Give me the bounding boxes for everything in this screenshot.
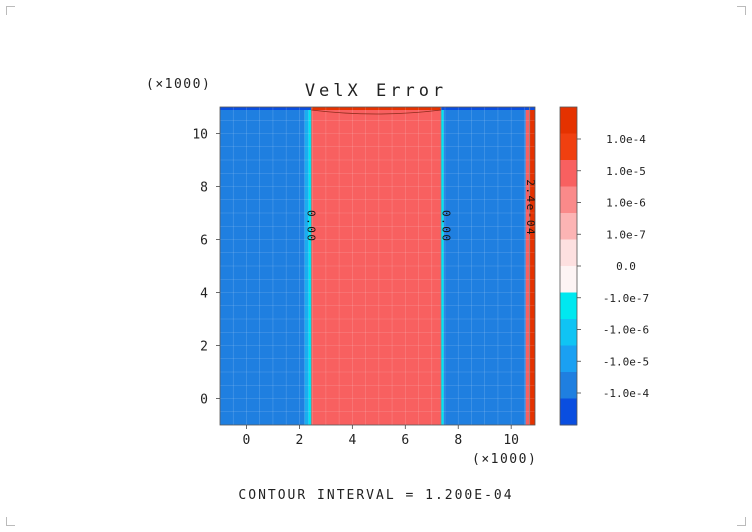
contour-band-4 (441, 107, 444, 425)
colorbar-label-3: 1.0e-7 (606, 228, 646, 241)
colorbar-swatch-3 (560, 186, 577, 214)
plot-area: 0.00 0.00 2.4e-04 (219, 106, 537, 426)
colorbar: 1.0e-4 1.0e-5 1.0e-6 1.0e-7 0.0 -1.0e-7 -1.0e-… (559, 106, 650, 426)
y-tick-label-2: 4 (200, 287, 208, 302)
x-tick-label-0: 0 (243, 433, 251, 448)
x-tick-label-3: 6 (401, 433, 409, 448)
y-tick-label-3: 6 (200, 234, 208, 249)
contour-label-0: 0.00 (304, 210, 317, 243)
colorbar-label-1: 1.0e-5 (606, 165, 646, 178)
contour-band-6 (525, 107, 530, 425)
y-tick-label-4: 8 (200, 181, 208, 196)
colorbar-label-7: -1.0e-5 (603, 355, 649, 368)
contour-band-2 (308, 107, 312, 425)
y-tick-label-5: 10 (192, 128, 208, 143)
y-tick-label-0: 0 (200, 393, 208, 408)
colorbar-swatch-8 (560, 319, 577, 346)
colorbar-swatch-0 (560, 107, 577, 134)
colorbar-swatch-10 (560, 372, 577, 399)
colorbar-swatch-1 (560, 133, 577, 161)
crop-mark-top-right (737, 6, 746, 15)
colorbar-swatch-4 (560, 213, 577, 240)
contour-band-7 (529, 107, 535, 425)
top-edge-band-2 (441, 107, 535, 110)
top-edge-band-1 (311, 107, 442, 110)
colorbar-label-8: -1.0e-4 (603, 387, 650, 400)
colorbar-swatch-6 (560, 266, 577, 293)
colorbar-swatch-7 (560, 292, 577, 320)
x-tick-label-4: 8 (454, 433, 462, 448)
plot-frame (219, 106, 536, 426)
colorbar-label-0: 1.0e-4 (606, 133, 646, 146)
colorbar-label-5: -1.0e-7 (603, 292, 649, 305)
colorbar-swatch-9 (560, 345, 577, 373)
crop-mark-bottom-right (737, 517, 746, 526)
contour-band-3 (311, 107, 442, 425)
top-edge-band-0 (220, 107, 312, 110)
colorbar-label-4: 0.0 (616, 260, 636, 273)
contour-band-5 (443, 107, 526, 425)
colorbar-label-2: 1.0e-6 (606, 197, 646, 210)
contour-label-1: 0.00 (439, 210, 452, 243)
y-tick-label-1: 2 (200, 340, 208, 355)
chart-title: VelX Error (305, 81, 447, 101)
axes: 0 2 4 6 8 10 0 2 4 6 8 10 (192, 106, 536, 448)
contour-interval-caption: CONTOUR INTERVAL = 1.200E-04 (238, 488, 513, 503)
crop-mark-bottom-left (6, 517, 15, 526)
x-tick-label-1: 2 (295, 433, 303, 448)
x-axis-multiplier: (×1000) (472, 452, 537, 467)
colorbar-swatch-2 (560, 160, 577, 187)
contour-band-0 (220, 107, 305, 425)
crop-mark-top-left (6, 6, 15, 15)
contour-band-1 (304, 107, 309, 425)
top-contour-curve (311, 109, 442, 115)
contour-label-2: 2.4e-04 (524, 179, 537, 236)
x-tick-label-5: 10 (503, 433, 519, 448)
x-tick-label-2: 4 (348, 433, 356, 448)
colorbar-swatch-11 (560, 398, 577, 426)
colorbar-swatch-5 (560, 239, 577, 267)
y-axis-multiplier: (×1000) (146, 77, 211, 92)
colorbar-label-6: -1.0e-6 (603, 324, 649, 337)
